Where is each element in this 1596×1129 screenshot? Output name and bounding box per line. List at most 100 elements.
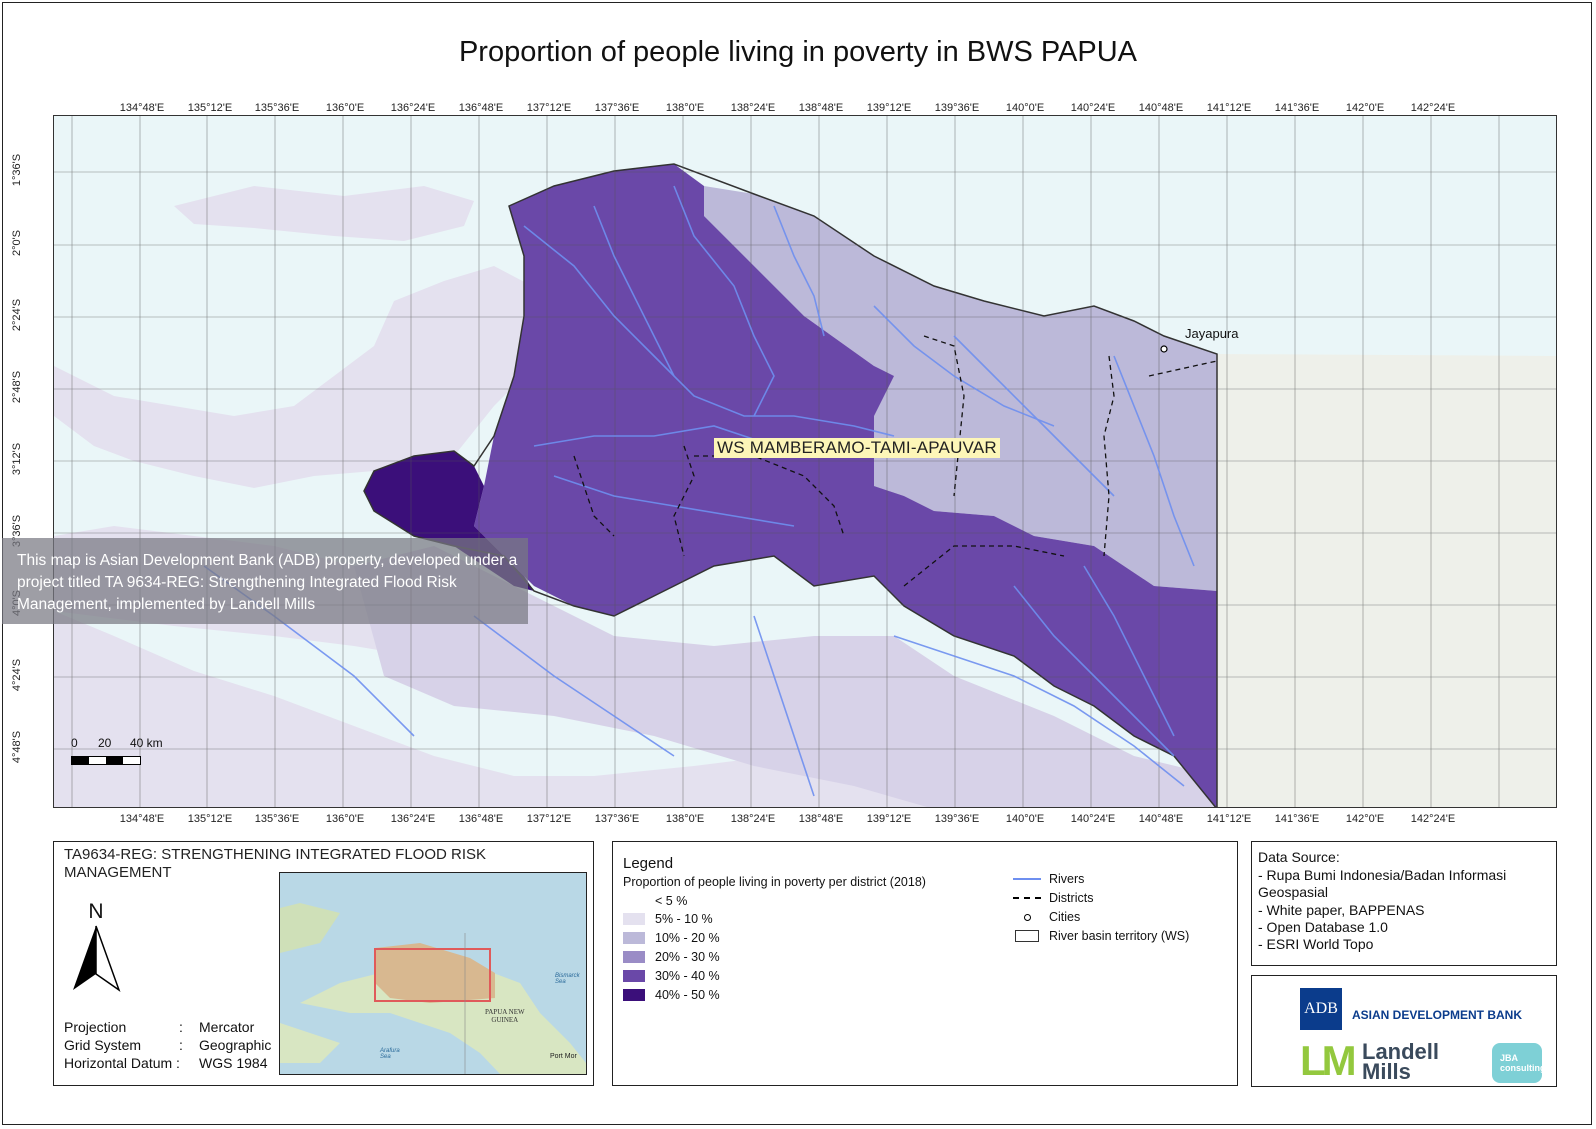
longitude-label: 141°12'E [1206, 102, 1252, 114]
longitude-label: 136°0'E [325, 102, 365, 114]
legend-swatch [623, 932, 645, 944]
city-label-jayapura: Jayapura [1185, 326, 1239, 341]
jba-logo: JBA consulting [1492, 1043, 1546, 1083]
longitude-label: 136°48'E [458, 102, 504, 114]
longitude-label: 142°24'E [1410, 813, 1456, 825]
jayapura-city-marker [1160, 345, 1168, 353]
longitude-label: 142°0'E [1345, 813, 1385, 825]
legend-swatch [623, 895, 645, 907]
legend-box: Legend Proportion of people living in po… [612, 841, 1238, 1086]
data-source-item: - Open Database 1.0 [1258, 919, 1388, 935]
longitude-label: 136°0'E [325, 813, 365, 825]
longitude-label: 135°12'E [187, 102, 233, 114]
longitude-label: 140°24'E [1070, 813, 1116, 825]
adb-logo: ADB [1300, 988, 1342, 1030]
latitude-label: 1°36'S [11, 153, 23, 187]
longitude-label: 139°12'E [866, 102, 912, 114]
longitude-label: 136°24'E [390, 102, 436, 114]
longitude-label: 134°48'E [119, 813, 165, 825]
legend-swatch [623, 970, 645, 982]
legend-rivers: Rivers [1013, 872, 1084, 886]
inset-label-arafura: Arafura Sea [380, 1048, 400, 1060]
scale-label-0: 0 [71, 736, 78, 750]
legend-class-20-30: 20% - 30 % [623, 950, 720, 964]
longitude-label: 141°36'E [1274, 102, 1320, 114]
disclaimer-overlay: This map is Asian Development Bank (ADB)… [2, 538, 528, 624]
inset-label-png: PAPUA NEW GUINEA [485, 1008, 525, 1024]
latitude-label: 2°0'S [11, 229, 23, 257]
longitude-label: 136°24'E [390, 813, 436, 825]
title-box: TA9634-REG: STRENGTHENING INTEGRATED FLO… [53, 841, 594, 1086]
legend-symbol-label: River basin territory (WS) [1049, 929, 1190, 943]
projection-info: Projection: Mercator Grid System: Geograph… [64, 1019, 272, 1071]
legend-districts: Districts [1013, 891, 1093, 905]
longitude-label: 139°12'E [866, 813, 912, 825]
data-source-box: Data Source: - Rupa Bumi Indonesia/Badan… [1251, 841, 1557, 966]
legend-symbol-label: Rivers [1049, 872, 1085, 886]
datum-value: WGS 1984 [199, 1055, 268, 1071]
legend-class-label: 30% - 40 % [655, 969, 720, 983]
longitude-label: 139°36'E [934, 102, 980, 114]
projection-key: Projection [64, 1019, 127, 1035]
legend-swatch [623, 913, 645, 925]
longitude-label: 140°24'E [1070, 102, 1116, 114]
longitude-label: 142°24'E [1410, 102, 1456, 114]
legend-class-30-40: 30% - 40 % [623, 969, 720, 983]
legend-class-label: 5% - 10 % [655, 912, 713, 926]
longitude-label: 138°24'E [730, 813, 776, 825]
legend-subtitle: Proportion of people living in poverty p… [623, 875, 926, 889]
longitude-label: 141°36'E [1274, 813, 1320, 825]
longitude-label: 138°24'E [730, 102, 776, 114]
legend-symbol-label: Districts [1049, 891, 1094, 905]
scale-label-20: 20 [98, 736, 112, 750]
legend-ws: River basin territory (WS) [1013, 929, 1189, 943]
map-title: Proportion of people living in poverty i… [458, 36, 1138, 68]
longitude-label: 138°0'E [665, 813, 705, 825]
legend-cities: Cities [1013, 910, 1080, 924]
north-label: N [88, 900, 104, 923]
inset-label-bismarck: Bismarck Sea [555, 973, 580, 985]
longitude-label: 140°48'E [1138, 102, 1184, 114]
inset-map[interactable]: PAPUA NEW GUINEA Bismarck Sea Arafura Se… [279, 872, 587, 1075]
scale-label-40: 40 km [130, 736, 163, 750]
data-source-item: - ESRI World Topo [1258, 936, 1374, 952]
logos-box: ADB ASIAN DEVELOPMENT BANK LM Landell Mi… [1251, 975, 1557, 1087]
longitude-label: 142°0'E [1345, 102, 1385, 114]
inset-label-port-moresby: Port Mor [550, 1053, 577, 1060]
legend-class-label: 10% - 20 % [655, 931, 720, 945]
longitude-label: 141°12'E [1206, 813, 1252, 825]
river-line-icon [1013, 873, 1041, 885]
district-dash-icon [1013, 892, 1041, 904]
latitude-label: 4°24'S [11, 658, 23, 692]
inset-map-canvas [280, 873, 586, 1074]
longitude-label: 140°48'E [1138, 813, 1184, 825]
longitude-label: 137°12'E [526, 102, 572, 114]
longitude-label: 137°36'E [594, 813, 640, 825]
longitude-label: 138°48'E [798, 813, 844, 825]
city-dot-icon [1013, 911, 1041, 923]
legend-class-10-20: 10% - 20 % [623, 931, 720, 945]
main-map[interactable]: WS MAMBERAMO-TAMI-APAUVAR Jayapura 0 20 … [53, 115, 1557, 808]
legend-swatch [623, 951, 645, 963]
latitude-label: 4°48'S [11, 730, 23, 764]
grid-system-key: Grid System [64, 1037, 142, 1053]
legend-swatch [623, 989, 645, 1001]
longitude-label: 137°12'E [526, 813, 572, 825]
basin-outline-icon [1013, 930, 1041, 942]
data-source-item: - Rupa Bumi Indonesia/Badan Informasi Ge… [1258, 867, 1507, 900]
longitude-label: 135°12'E [187, 813, 233, 825]
longitude-label: 140°0'E [1005, 102, 1045, 114]
project-title: TA9634-REG: STRENGTHENING INTEGRATED FLO… [64, 846, 487, 881]
longitude-label: 139°36'E [934, 813, 980, 825]
legend-class-label: 40% - 50 % [655, 988, 720, 1002]
longitude-label: 137°36'E [594, 102, 640, 114]
longitude-label: 135°36'E [254, 102, 300, 114]
legend-title: Legend [623, 855, 674, 872]
longitude-label: 138°48'E [798, 102, 844, 114]
legend-class-5-10: 5% - 10 % [623, 912, 713, 926]
data-source-title: Data Source: [1258, 849, 1340, 865]
legend-symbol-label: Cities [1049, 910, 1081, 924]
longitude-label: 134°48'E [119, 102, 165, 114]
adb-name: ASIAN DEVELOPMENT BANK [1352, 1008, 1523, 1022]
datum-key: Horizontal Datum : [64, 1055, 180, 1071]
